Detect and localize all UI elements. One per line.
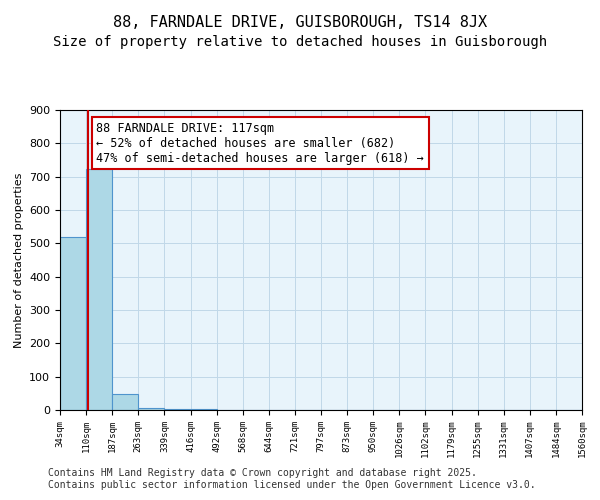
Bar [60,236,86,410]
Y-axis label: Number of detached properties: Number of detached properties [14,172,23,348]
Text: 88, FARNDALE DRIVE, GUISBOROUGH, TS14 8JX: 88, FARNDALE DRIVE, GUISBOROUGH, TS14 8J… [113,15,487,30]
Bar [112,394,139,410]
Text: Size of property relative to detached houses in Guisborough: Size of property relative to detached ho… [53,35,547,49]
Bar [86,169,112,410]
Bar [139,408,164,410]
Text: Contains HM Land Registry data © Crown copyright and database right 2025.
Contai: Contains HM Land Registry data © Crown c… [48,468,536,490]
Bar [164,409,191,410]
Text: 88 FARNDALE DRIVE: 117sqm
← 52% of detached houses are smaller (682)
47% of semi: 88 FARNDALE DRIVE: 117sqm ← 52% of detac… [97,122,424,164]
